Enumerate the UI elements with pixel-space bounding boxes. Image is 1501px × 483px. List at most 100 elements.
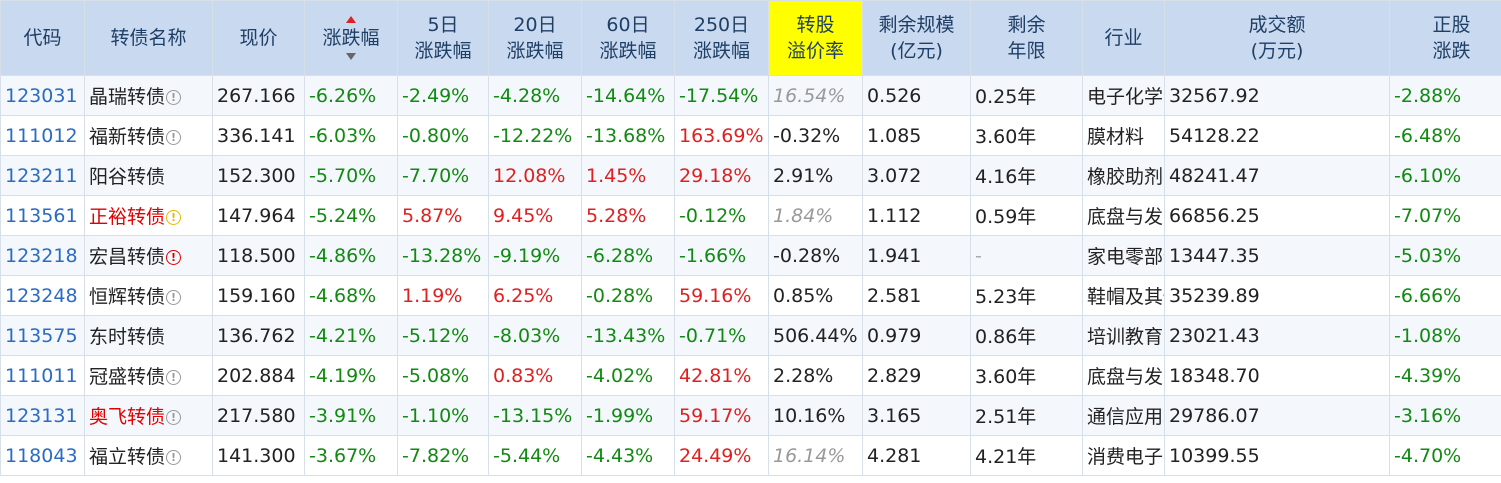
- bond-name[interactable]: 奥飞转债: [89, 406, 166, 428]
- turnover-cell: 18348.70: [1164, 355, 1390, 396]
- table-row[interactable]: 118043 福立转债! 141.300 -3.67% -7.82% -5.44% -4.4…: [0, 435, 1501, 476]
- header-stock-change[interactable]: 正股 涨跌: [1389, 0, 1501, 76]
- turnover-cell: 35239.89: [1164, 275, 1390, 316]
- chg20-cell: -8.03%: [488, 315, 582, 356]
- years-cell: 4.16年: [970, 155, 1083, 196]
- bond-name[interactable]: 宏昌转债: [89, 246, 166, 268]
- industry-cell: 家电零部件: [1082, 235, 1165, 276]
- turnover-cell: 10399.55: [1164, 435, 1390, 476]
- table-row[interactable]: 113575 东时转债 136.762 -4.21% -5.12% -8.03% -13.4…: [0, 315, 1501, 356]
- chg250-cell: 42.81%: [674, 355, 769, 396]
- chg5-cell: -13.28%: [397, 235, 489, 276]
- bond-name[interactable]: 东时转债: [89, 326, 166, 348]
- header-change-60d[interactable]: 60日涨跌幅: [581, 0, 675, 76]
- header-years[interactable]: 剩余 年限: [970, 0, 1083, 76]
- header-industry[interactable]: 行业: [1082, 0, 1165, 76]
- chg60-cell: -0.28%: [581, 275, 675, 316]
- bond-name[interactable]: 冠盛转债: [89, 366, 166, 388]
- table-row[interactable]: 123031 晶瑞转债! 267.166 -6.26% -2.49% -4.28% -14.…: [0, 75, 1501, 116]
- header-size[interactable]: 剩余规模 (亿元): [862, 0, 971, 76]
- header-change-5d[interactable]: 5日 涨跌幅: [397, 0, 489, 76]
- bond-name[interactable]: 晶瑞转债: [89, 86, 166, 108]
- info-gray-icon[interactable]: !: [166, 290, 182, 305]
- header-name[interactable]: 转债名称: [84, 0, 213, 76]
- bond-name[interactable]: 阳谷转债: [89, 166, 166, 188]
- bond-code-link[interactable]: 111012: [0, 115, 85, 156]
- header-price[interactable]: 现价: [212, 0, 305, 76]
- chg60-cell: 5.28%: [581, 195, 675, 236]
- turnover-cell: 66856.25: [1164, 195, 1390, 236]
- bond-name-cell: 奥飞转债!: [84, 395, 213, 436]
- bond-code-link[interactable]: 123031: [0, 75, 85, 116]
- chg5-cell: -5.12%: [397, 315, 489, 356]
- chg250-cell: 29.18%: [674, 155, 769, 196]
- industry-cell: 橡胶助剂: [1082, 155, 1165, 196]
- table-row[interactable]: 111011 冠盛转债! 202.884 -4.19% -5.08% 0.83% -4.02…: [0, 355, 1501, 396]
- header-change-20d-label-1: 20日: [513, 14, 557, 36]
- chg-cell: -5.24%: [304, 195, 398, 236]
- table-row[interactable]: 123211 阳谷转债 152.300 -5.70% -7.70% 12.08% 1.45%…: [0, 155, 1501, 196]
- premium-cell: 16.54%: [768, 75, 863, 116]
- header-change-60d-label-1: 60日: [606, 14, 650, 36]
- header-change-5d-label-1: 5日: [427, 14, 459, 36]
- bond-code-link[interactable]: 113575: [0, 315, 85, 356]
- header-change-250d[interactable]: 250日 涨跌幅: [674, 0, 769, 76]
- chg20-cell: 9.45%: [488, 195, 582, 236]
- table-row[interactable]: 123218 宏昌转债! 118.500 -4.86% -13.28% -9.19% -6.…: [0, 235, 1501, 276]
- bond-code-link[interactable]: 123248: [0, 275, 85, 316]
- bond-name-cell: 宏昌转债!: [84, 235, 213, 276]
- info-gray-icon[interactable]: !: [166, 90, 182, 105]
- table-row[interactable]: 123248 恒辉转债! 159.160 -4.68% 1.19% 6.25% -0.28%…: [0, 275, 1501, 316]
- chg250-cell: 59.16%: [674, 275, 769, 316]
- premium-cell: -0.28%: [768, 235, 863, 276]
- bond-name[interactable]: 恒辉转债: [89, 286, 166, 308]
- table-row[interactable]: 113561 正裕转债! 147.964 -5.24% 5.87% 9.45% 5.28% -…: [0, 195, 1501, 236]
- info-red-icon[interactable]: !: [166, 250, 182, 265]
- bond-name-cell: 恒辉转债!: [84, 275, 213, 316]
- bond-code-link[interactable]: 123131: [0, 395, 85, 436]
- info-gray-icon[interactable]: !: [166, 370, 182, 385]
- size-cell: 1.112: [862, 195, 971, 236]
- header-change-60d-label-2: 涨跌幅: [599, 40, 657, 62]
- premium-cell: 506.44%: [768, 315, 863, 356]
- info-yellow-icon[interactable]: !: [166, 210, 182, 225]
- bond-code-link[interactable]: 111011: [0, 355, 85, 396]
- premium-cell: 1.84%: [768, 195, 863, 236]
- header-premium[interactable]: 转股 溢价率: [768, 0, 863, 76]
- header-turnover[interactable]: 成交额 (万元): [1164, 0, 1390, 76]
- price-cell: 336.141: [212, 115, 305, 156]
- chg20-cell: -12.22%: [488, 115, 582, 156]
- bond-name[interactable]: 正裕转债: [89, 206, 166, 228]
- table-row[interactable]: 123131 奥飞转债! 217.580 -3.91% -1.10% -13.15% -1.…: [0, 395, 1501, 436]
- bond-name[interactable]: 福新转债: [89, 126, 166, 148]
- bond-name-cell: 冠盛转债!: [84, 355, 213, 396]
- chg20-cell: -5.44%: [488, 435, 582, 476]
- price-cell: 136.762: [212, 315, 305, 356]
- stock-cell: -5.03%: [1389, 235, 1501, 276]
- header-price-label: 现价: [239, 27, 278, 49]
- chg5-cell: -0.80%: [397, 115, 489, 156]
- bond-code-link[interactable]: 123211: [0, 155, 85, 196]
- sort-indicator: 涨跌幅: [322, 16, 380, 60]
- chg60-cell: 1.45%: [581, 155, 675, 196]
- info-gray-icon[interactable]: !: [166, 450, 182, 465]
- years-cell: -: [970, 235, 1083, 276]
- header-code[interactable]: 代码: [0, 0, 85, 76]
- bond-code-link[interactable]: 113561: [0, 195, 85, 236]
- header-change-20d[interactable]: 20日 涨跌幅: [488, 0, 582, 76]
- info-gray-icon[interactable]: !: [166, 130, 182, 145]
- bond-code-link[interactable]: 118043: [0, 435, 85, 476]
- table-row[interactable]: 111012 福新转债! 336.141 -6.03% -0.80% -12.22% -13…: [0, 115, 1501, 156]
- size-cell: 4.281: [862, 435, 971, 476]
- info-gray-icon[interactable]: !: [166, 410, 182, 425]
- bond-code-link[interactable]: 123218: [0, 235, 85, 276]
- chg-cell: -4.21%: [304, 315, 398, 356]
- premium-cell: 10.16%: [768, 395, 863, 436]
- header-change[interactable]: 涨跌幅: [304, 0, 398, 76]
- header-years-label-1: 剩余: [1007, 14, 1046, 36]
- header-turnover-label-1: 成交额: [1248, 14, 1306, 36]
- chg250-cell: 59.17%: [674, 395, 769, 436]
- bond-name[interactable]: 福立转债: [89, 446, 166, 468]
- price-cell: 267.166: [212, 75, 305, 116]
